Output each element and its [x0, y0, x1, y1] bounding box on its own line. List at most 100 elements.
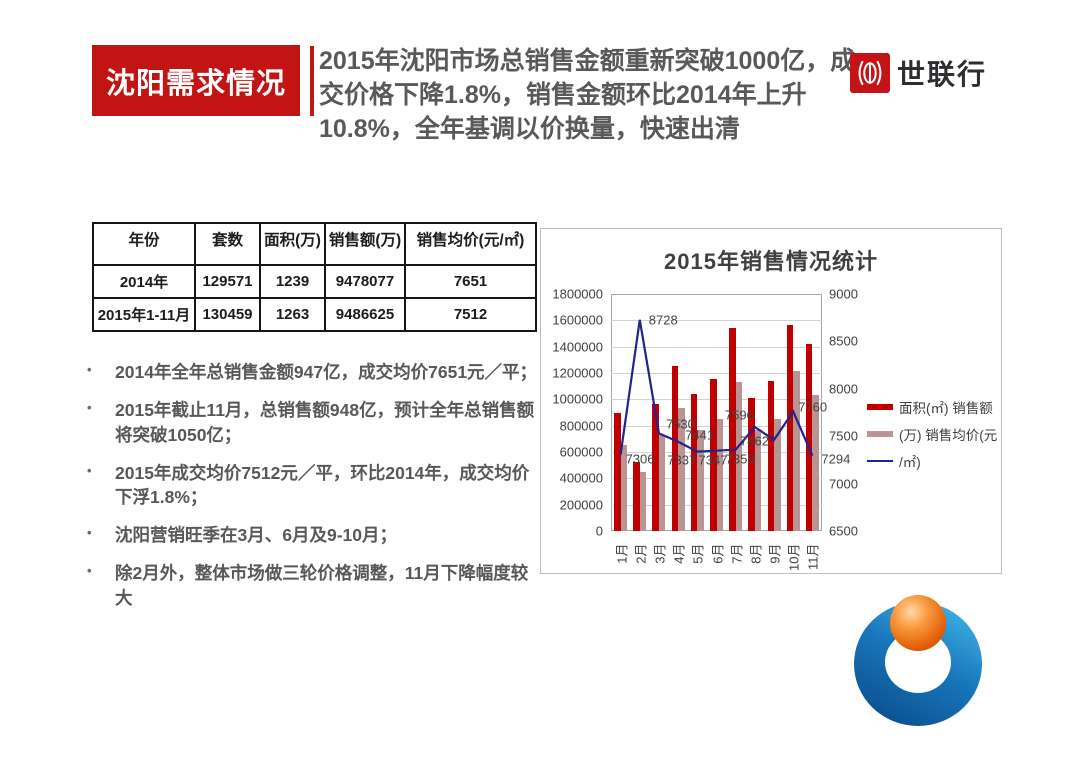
price-label: 7596 [724, 407, 754, 423]
bullet-text: 2015年截止11月，总销售额948亿，预计全年总销售额将突破1050亿； [115, 399, 535, 445]
sales-bar [620, 445, 628, 531]
headline-line-2: 成交价格下降1.8%，销售金额环比2014年上升 [319, 47, 856, 109]
list-item: • 沈阳营销旺季在3月、6月及9-10月； [84, 523, 540, 548]
legend-item: 面积(㎡) 销售额 [867, 397, 997, 417]
table-header-row: 年份 套数 面积(万) 销售额(万) 销售均价(元/㎡) [92, 222, 537, 266]
x-tick: 1月 [614, 543, 630, 564]
legend-line-swatch [867, 460, 893, 462]
cell-units: 130459 [194, 297, 261, 332]
ring-ball-logo-icon [854, 586, 982, 726]
col-header-year: 年份 [92, 222, 196, 266]
cell-sales: 9478077 [324, 264, 406, 299]
sales-bar [716, 419, 723, 531]
y-left-tick: 1600000 [552, 312, 603, 328]
bullet-dot-icon: • [87, 563, 92, 579]
headline-accent-bar [310, 46, 314, 116]
y-left-tick: 1800000 [552, 286, 603, 302]
y-right-tick: 6500 [829, 523, 858, 539]
y-left-tick: 200000 [559, 497, 603, 513]
summary-table: 年份 套数 面积(万) 销售额(万) 销售均价(元/㎡) 2014年 12957… [92, 222, 537, 332]
chart-title: 2015年销售情况统计 [664, 249, 878, 274]
area-bar [652, 403, 659, 531]
sales-bar [735, 381, 743, 531]
area-bar [614, 413, 621, 531]
col-header-units: 套数 [194, 222, 261, 266]
price-label: 7441 [685, 427, 715, 443]
x-tick: 2月 [633, 543, 649, 564]
section-tag-label: 沈阳需求情况 [105, 67, 286, 100]
x-tick: 6月 [710, 543, 725, 564]
legend-item: (万) 销售均价(元 [867, 424, 997, 444]
x-tick: 3月 [652, 543, 668, 564]
x-tick: 5月 [690, 543, 706, 564]
sales-bar [793, 371, 800, 531]
y-right-tick: 9000 [829, 286, 858, 302]
sales-bar [678, 408, 685, 531]
brand-logo: 世联行 [850, 53, 987, 93]
price-label: 7462 [740, 433, 769, 449]
y-left-tick: 800000 [559, 418, 603, 434]
sales-bar [812, 394, 819, 531]
x-tick: 9月 [767, 543, 783, 564]
cell-year: 2015年1-11月 [92, 297, 196, 332]
list-item: • 2015年截止11月，总销售额948亿，预计全年总销售额将突破1050亿； [84, 398, 540, 448]
legend-label: (万) 销售均价(元 [899, 428, 998, 443]
sales-bar [774, 419, 781, 531]
bullet-text: 沈阳营销旺季在3月、6月及9-10月； [115, 525, 397, 546]
sales-bar [658, 435, 666, 531]
sales-bar [639, 471, 647, 531]
headline-line-1: 2015年沈阳市场总销售金额重新突破1000亿， [319, 47, 831, 75]
legend-label: 面积(㎡) 销售额 [899, 401, 993, 416]
list-item: • 除2月外，整体市场做三轮价格调整，11月下降幅度较大 [84, 561, 540, 611]
bullet-list: • 2014年全年总销售金额947亿，成交均价7651元／平； • 2015年截止1… [84, 360, 540, 624]
bullet-text: 2014年全年总销售金额947亿，成交均价7651元／平； [115, 362, 538, 382]
cell-area: 1263 [259, 297, 326, 332]
company-logo [843, 586, 995, 739]
sales-bar [754, 429, 762, 531]
cell-avg-price: 7512 [404, 297, 537, 332]
x-tick: 4月 [671, 543, 687, 564]
cell-year: 2014年 [92, 264, 196, 299]
price-label: 7347 [698, 452, 728, 468]
legend-item: /㎡) [867, 451, 997, 471]
bullet-dot-icon: • [87, 525, 92, 541]
legend-bar-swatch [867, 404, 893, 410]
cell-units: 129571 [194, 264, 261, 299]
y-left-tick: 1000000 [552, 391, 603, 407]
price-label: 7294 [821, 451, 851, 467]
y-left-tick: 600000 [559, 444, 603, 460]
y-right-tick: 8500 [829, 333, 858, 349]
y-right-tick: 7500 [829, 428, 858, 444]
cell-area: 1239 [259, 264, 326, 299]
bullet-text: 2015年成交均价7512元／平，环比2014年，成交均价下浮1.8%； [115, 462, 530, 508]
bullet-dot-icon: • [87, 399, 92, 415]
legend-label: /㎡) [899, 455, 921, 470]
brand-name: 世联行 [897, 59, 988, 90]
chart-panel: 2015年销售情况统计 1800000 1600000 1400000 1200000… [540, 228, 1002, 574]
bullet-dot-icon: • [87, 362, 92, 377]
price-label: 7359 [725, 451, 755, 467]
col-header-sales: 销售额(万) [324, 222, 406, 266]
bullet-dot-icon: • [87, 462, 92, 478]
headline-line-3: 10.8%，全年基调以价换量，快速出清 [319, 115, 740, 143]
list-item: • 2015年成交均价7512元／平，环比2014年，成交均价下浮1.8%； [84, 461, 540, 511]
list-item: • 2014年全年总销售金额947亿，成交均价7651元／平； [84, 360, 540, 385]
legend-bar-swatch [867, 431, 893, 437]
gridline [611, 320, 822, 322]
section-tag: 沈阳需求情况 [92, 45, 300, 116]
y-right-tick: 8000 [829, 381, 858, 397]
price-label: 7337 [667, 452, 697, 468]
x-tick: 8月 [748, 543, 764, 564]
price-label: 7530 [665, 416, 695, 432]
price-label: 8728 [648, 312, 678, 328]
area-bar [748, 397, 755, 531]
x-tick: 11月 [805, 543, 821, 571]
table-row: 2015年1-11月 130459 1263 9486625 7512 [92, 297, 537, 332]
col-header-avg-price: 销售均价(元/㎡) [404, 222, 537, 266]
sales-bar [697, 430, 704, 531]
price-label: 7306 [625, 451, 655, 467]
worldunion-emblem-icon [850, 53, 890, 93]
x-tick: 10月 [786, 543, 802, 571]
area-bar [633, 461, 640, 531]
